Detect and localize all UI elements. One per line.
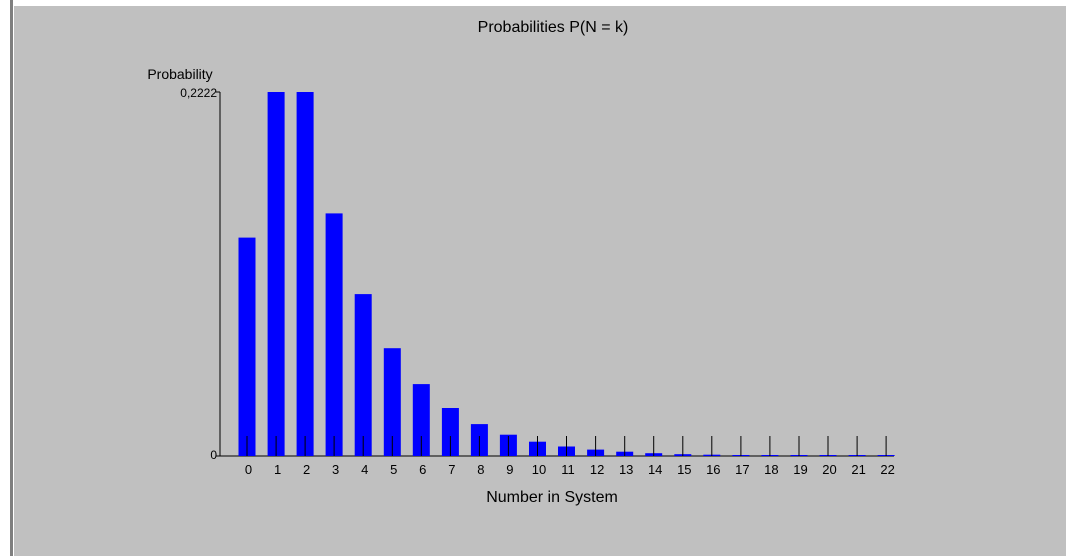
x-tick-label-10: 10	[532, 462, 546, 477]
y-axis-label: Probability	[147, 66, 212, 82]
window-top-strip	[13, 0, 1065, 6]
x-tick-label-20: 20	[822, 462, 836, 477]
x-tick-label-4: 4	[361, 462, 368, 477]
x-tick-label-9: 9	[506, 462, 513, 477]
x-tick-label-11: 11	[561, 462, 575, 477]
y-tick-label-zero: 0	[210, 448, 217, 462]
probability-chart: Probabilities P(N = k) Probability Numbe…	[147, 19, 895, 506]
x-tick-label-12: 12	[590, 462, 604, 477]
x-tick-label-3: 3	[332, 462, 339, 477]
bar-0	[238, 237, 256, 456]
x-tick-label-14: 14	[648, 462, 662, 477]
bar-5	[383, 348, 401, 456]
x-tick-label-18: 18	[764, 462, 778, 477]
bar-7	[441, 408, 459, 456]
x-tick-label-5: 5	[390, 462, 397, 477]
x-tick-label-0: 0	[245, 462, 252, 477]
x-tick-label-6: 6	[419, 462, 426, 477]
x-tick-label-16: 16	[706, 462, 720, 477]
bars-group	[238, 92, 895, 456]
chart-title: Probabilities P(N = k)	[478, 19, 629, 36]
x-tick-label-17: 17	[735, 462, 749, 477]
bar-1	[267, 92, 285, 456]
window-left-border	[10, 0, 13, 556]
x-tick-label-2: 2	[303, 462, 310, 477]
x-axis-label: Number in System	[486, 489, 618, 506]
bar-2	[296, 92, 314, 456]
x-tick-label-19: 19	[793, 462, 807, 477]
x-tick-label-21: 21	[851, 462, 865, 477]
x-ticks-group	[246, 436, 887, 456]
chart-panel: Probabilities P(N = k) Probability Numbe…	[14, 6, 1066, 556]
bar-3	[325, 213, 343, 456]
bar-6	[412, 384, 430, 456]
x-tick-label-7: 7	[448, 462, 455, 477]
bar-4	[354, 294, 372, 456]
x-tick-label-15: 15	[677, 462, 691, 477]
y-tick-label-max: 0,2222	[180, 86, 217, 100]
x-tick-label-13: 13	[619, 462, 633, 477]
x-tick-label-1: 1	[274, 462, 281, 477]
x-tick-labels-group: 0 1 2 3 4 5 6 7 8 9 10 11 12 13 14 15 16 17 18 19 20 21 22	[245, 462, 895, 477]
x-tick-label-8: 8	[477, 462, 484, 477]
x-tick-label-22: 22	[880, 462, 894, 477]
